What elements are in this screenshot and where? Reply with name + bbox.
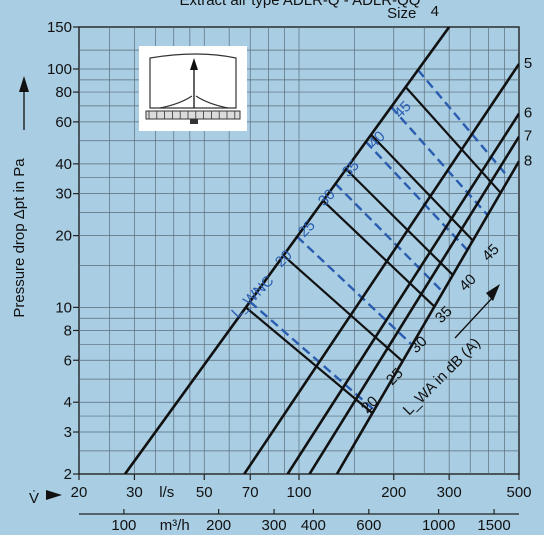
lwa-line-35 (345, 168, 454, 276)
x-tick-label-ls: 500 (506, 484, 531, 501)
series-line-4 (123, 27, 451, 474)
x-tick-label-m3h: 100 (111, 517, 136, 534)
x-tick-label-m3h: 1500 (477, 517, 510, 534)
x-symbol: V̇ (29, 490, 39, 507)
size-label-6: 6 (524, 105, 532, 122)
lwa-arrow-icon (486, 284, 500, 301)
lwa-line-20 (245, 306, 374, 414)
series-lines (123, 27, 519, 474)
lwnc-line-45 (417, 69, 511, 180)
chart-title: Extract air type ADLR-Q - ADLR-QQ (180, 0, 421, 9)
x-unit-ls: l/s (159, 484, 174, 501)
diagram-clip (190, 119, 198, 124)
x-tick-label-ls: 20 (71, 484, 88, 501)
x-tick-label-m3h: 300 (262, 517, 287, 534)
lwnc-lines (249, 69, 511, 411)
x-tick-label-ls: 50 (196, 484, 213, 501)
x-tick-label-ls: 200 (381, 484, 406, 501)
lwnc-line-25 (296, 235, 413, 346)
x-unit-m3h: m³/h (160, 517, 190, 534)
y-axis-label: Pressure drop Δpt in Pa (11, 158, 28, 318)
diagram-arrow-icon (190, 58, 198, 70)
x-tick-label-m3h: 600 (356, 517, 381, 534)
y-tick-label: 6 (64, 352, 72, 369)
x-tick-label-m3h: 200 (206, 517, 231, 534)
x-tick-label-ls: 100 (286, 484, 311, 501)
unit-diagram (139, 46, 247, 131)
series-line-6 (286, 112, 519, 474)
y-tick-label: 40 (55, 156, 72, 173)
size-label-4: 4 (431, 3, 439, 20)
series-line-7 (308, 135, 519, 474)
x-tick-label-ls: 70 (242, 484, 259, 501)
lwa-line-45 (404, 86, 502, 194)
y-tick-label: 3 (64, 424, 72, 441)
size-label-8: 8 (524, 152, 532, 169)
y-tick-label: 2 (64, 466, 72, 483)
series-line-8 (335, 160, 519, 474)
x-tick-label-ls: 300 (437, 484, 462, 501)
lwa-lines (245, 86, 502, 414)
grid (19, 26, 520, 515)
y-tick-label: 150 (47, 19, 72, 36)
size-label-5: 5 (524, 55, 532, 72)
x-arrow-icon (46, 490, 62, 500)
diagram-flow-curves (159, 95, 229, 109)
x-tick-label-ls: 30 (126, 484, 143, 501)
lwnc-line-30 (334, 182, 444, 293)
y-tick-label: 10 (55, 299, 72, 316)
diagram-housing (149, 53, 237, 109)
y-tick-label: 80 (55, 84, 72, 101)
size-header: Size (387, 5, 416, 22)
lwnc-line-35 (365, 140, 469, 251)
lwa-arrow-line (454, 295, 495, 339)
size-label-7: 7 (524, 128, 532, 145)
y-tick-label: 100 (47, 61, 72, 78)
y-arrow-icon (19, 76, 29, 92)
series-line-5 (243, 63, 519, 474)
lwa-line-30 (322, 199, 436, 308)
x-tick-label-m3h: 400 (301, 517, 326, 534)
y-tick-label: 8 (64, 322, 72, 339)
lwa-line-25 (282, 254, 404, 363)
lwa-line-40 (370, 133, 474, 242)
y-tick-label: 4 (64, 394, 72, 411)
diagram-grille (145, 110, 241, 120)
lwnc-line-40 (390, 106, 489, 216)
x-tick-label-m3h: 1000 (422, 517, 455, 534)
y-tick-label: 20 (55, 228, 72, 245)
y-tick-label: 30 (55, 186, 72, 203)
y-tick-label: 60 (55, 114, 72, 131)
